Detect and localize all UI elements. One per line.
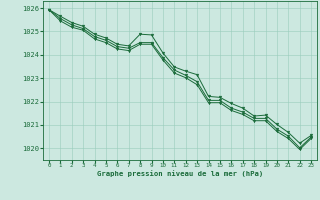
X-axis label: Graphe pression niveau de la mer (hPa): Graphe pression niveau de la mer (hPa)	[97, 170, 263, 177]
